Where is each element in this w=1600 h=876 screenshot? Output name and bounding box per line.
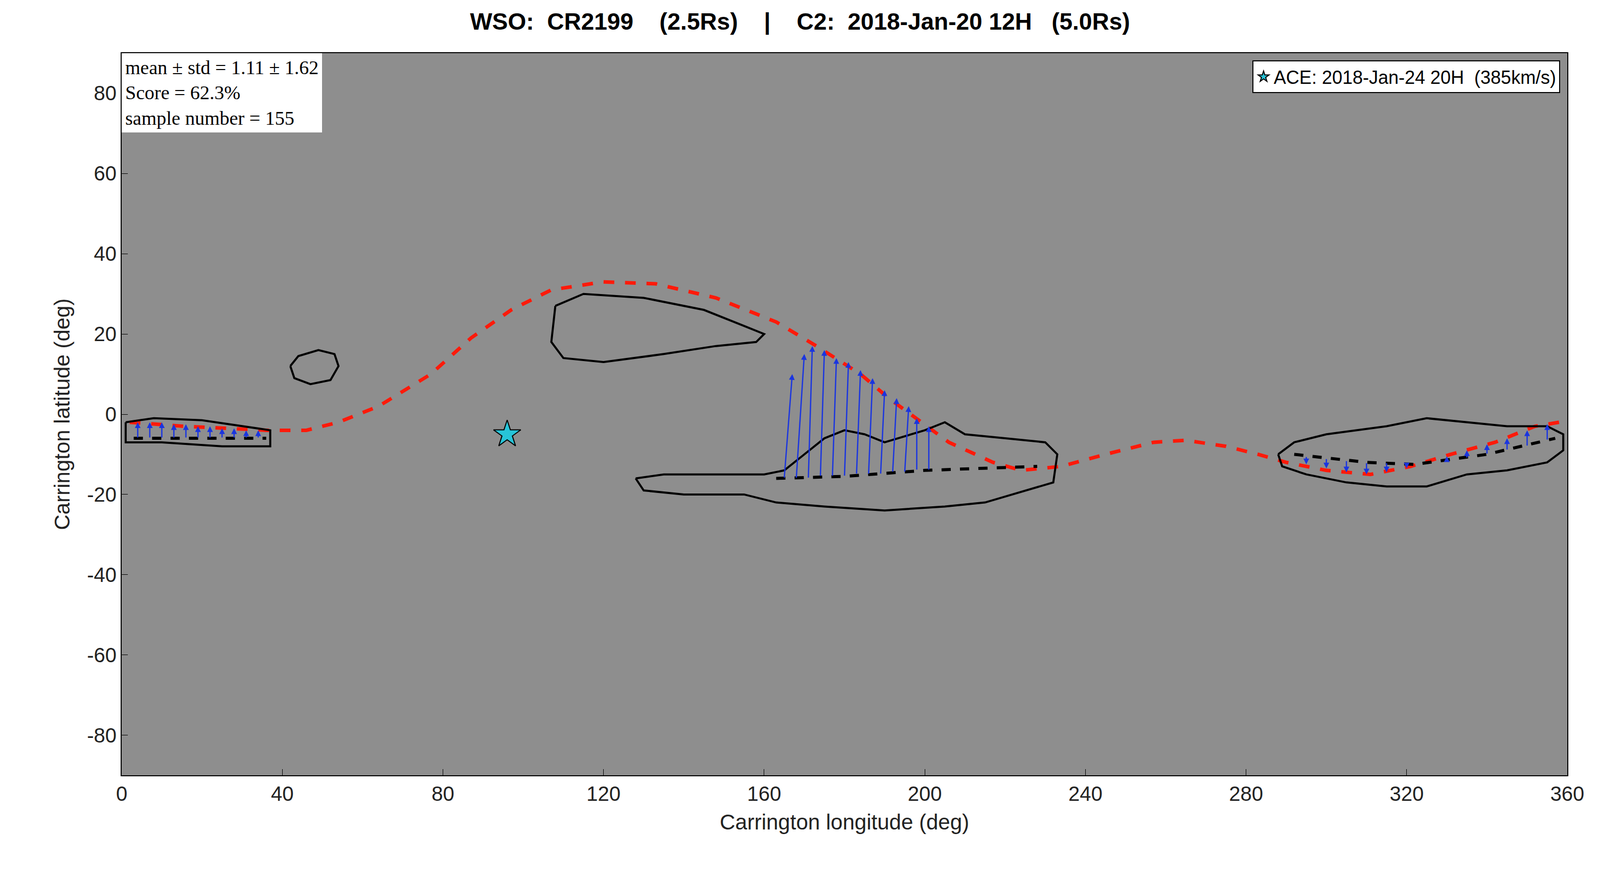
- svg-text:280: 280: [1228, 782, 1264, 805]
- svg-text:Carrington longitude (deg): Carrington longitude (deg): [719, 809, 970, 834]
- svg-text:ACE: 2018-Jan-24 20H (385km/s: ACE: 2018-Jan-24 20H (385km/s): [1273, 66, 1557, 88]
- svg-text:360: 360: [1550, 782, 1585, 805]
- svg-text:0: 0: [105, 402, 117, 426]
- svg-text:80: 80: [94, 81, 118, 105]
- svg-text:-80: -80: [86, 723, 117, 747]
- svg-text:240: 240: [1068, 782, 1103, 805]
- svg-text:60: 60: [94, 162, 118, 185]
- svg-text:80: 80: [431, 782, 455, 805]
- svg-text:-40: -40: [86, 563, 117, 586]
- svg-text:20: 20: [94, 322, 118, 346]
- svg-text:Carrington latitude (deg): Carrington latitude (deg): [50, 298, 75, 531]
- svg-text:200: 200: [907, 782, 943, 805]
- svg-text:mean ± std = 1.11 ± 1.62Score: mean ± std = 1.11 ± 1.62Score = 62.3%sam…: [125, 56, 319, 129]
- svg-text:40: 40: [94, 242, 118, 265]
- svg-text:40: 40: [270, 782, 294, 805]
- svg-text:-60: -60: [86, 643, 117, 667]
- svg-text:-20: -20: [86, 483, 117, 506]
- svg-text:120: 120: [586, 782, 621, 805]
- svg-text:320: 320: [1389, 782, 1424, 805]
- svg-text:WSO: CR2199 (2.5Rs) |: WSO: CR2199 (2.5Rs) | C2: 2018-Jan-20 12…: [469, 8, 1130, 35]
- svg-text:160: 160: [747, 782, 782, 805]
- svg-text:0: 0: [116, 782, 128, 805]
